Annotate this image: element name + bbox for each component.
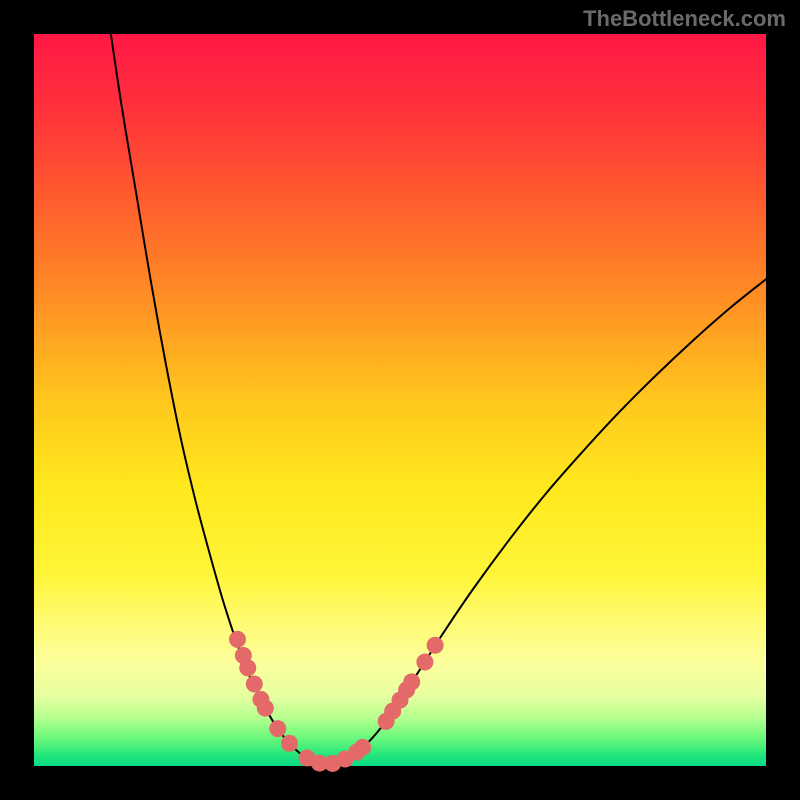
curve-marker (281, 735, 298, 752)
curve-marker (269, 720, 286, 737)
curve-marker (257, 700, 274, 717)
curve-marker (416, 654, 433, 671)
curve-marker (427, 637, 444, 654)
chart-container: { "watermark": { "text": "TheBottleneck.… (0, 0, 800, 800)
bottleneck-chart (0, 0, 800, 800)
watermark-text: TheBottleneck.com (583, 6, 786, 32)
curve-marker (354, 739, 371, 756)
plot-background (34, 34, 766, 766)
curve-marker (239, 659, 256, 676)
curve-marker (403, 673, 420, 690)
curve-marker (246, 676, 263, 693)
curve-marker (229, 631, 246, 648)
